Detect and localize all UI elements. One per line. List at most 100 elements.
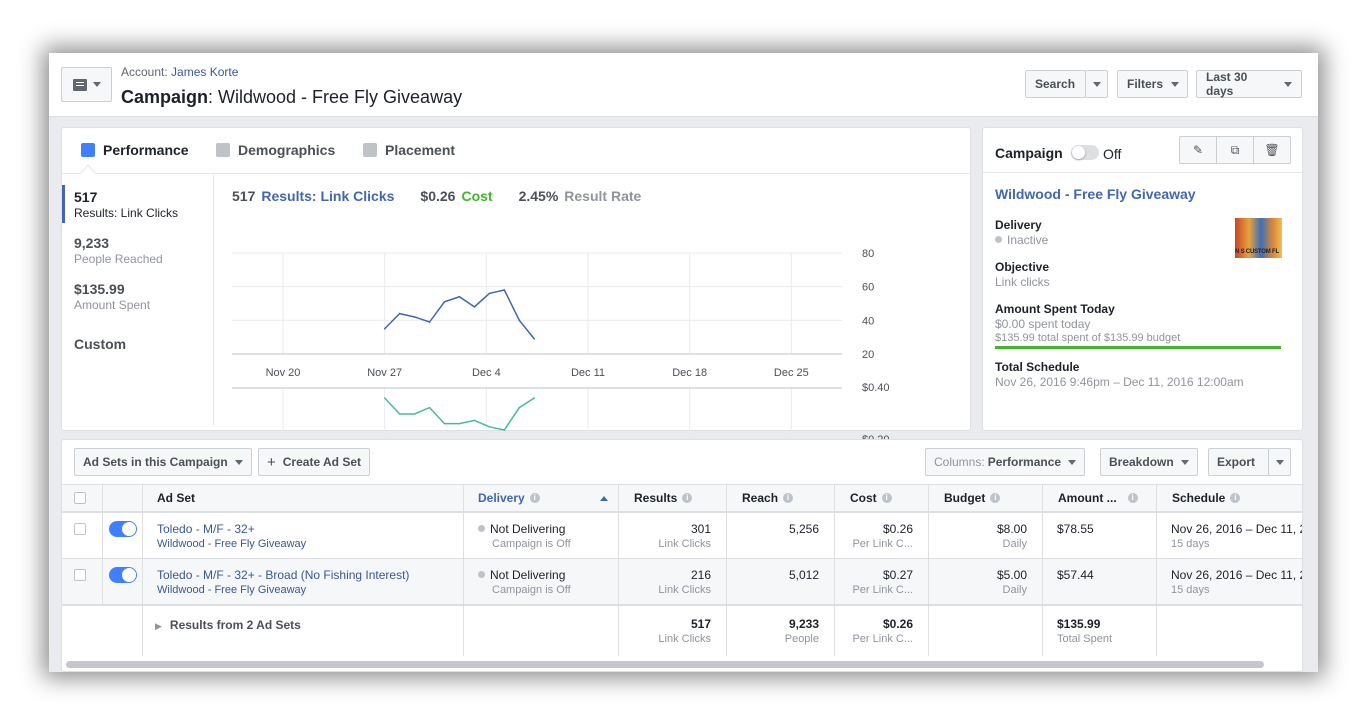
results-type: Link Clicks: [658, 584, 711, 596]
metric-reach[interactable]: 9,233 People Reached: [74, 235, 163, 266]
column-header-amount-spent[interactable]: Amount ... i: [1042, 485, 1156, 511]
row-checkbox[interactable]: [74, 523, 86, 535]
info-icon[interactable]: i: [990, 493, 1001, 503]
campaign-panel-title: Campaign: [995, 145, 1063, 161]
select-all-checkbox[interactable]: [74, 492, 86, 504]
amount-cell: $57.44: [1042, 559, 1156, 604]
ad-set-name-link[interactable]: Toledo - M/F - 32+ - Broad (No Fishing I…: [157, 568, 410, 582]
account-name-link[interactable]: James Korte: [171, 65, 239, 79]
info-icon[interactable]: i: [529, 493, 540, 503]
tab-demographics[interactable]: Demographics: [216, 142, 335, 158]
metric-results[interactable]: 517 Results: Link Clicks: [74, 189, 178, 220]
column-header-reach[interactable]: Reach i: [726, 485, 834, 511]
ad-set-status-toggle[interactable]: [109, 567, 137, 583]
column-header-delivery[interactable]: Delivery i: [463, 485, 618, 511]
cost-data-point: [383, 397, 386, 399]
table-toolbar: Ad Sets in this Campaign + Create Ad Set …: [62, 440, 1302, 484]
amount-value: $78.55: [1057, 522, 1094, 536]
summary-amount-type: Total Spent: [1057, 633, 1113, 645]
campaign-status-toggle[interactable]: [1071, 145, 1099, 160]
breakdown-dropdown[interactable]: Breakdown: [1100, 448, 1198, 476]
tab-placement[interactable]: Placement: [363, 142, 455, 158]
info-icon[interactable]: i: [1127, 493, 1138, 503]
search-dropdown-button[interactable]: [1085, 70, 1108, 98]
column-title: Ad Set: [157, 491, 196, 505]
schedule-info: Total Schedule Nov 26, 2016 9:46pm – Dec…: [995, 360, 1244, 389]
ad-sets-scope-dropdown[interactable]: Ad Sets in this Campaign: [74, 448, 252, 476]
performance-panel: Performance Demographics Placement 517 R…: [61, 127, 971, 446]
columns-value: Performance: [987, 455, 1062, 469]
column-title: Delivery: [478, 491, 525, 505]
cost-data-point: [413, 413, 416, 415]
export-label: Export: [1217, 455, 1256, 469]
y-tick-label: 40: [862, 315, 874, 327]
column-header-schedule[interactable]: Schedule i: [1156, 485, 1302, 511]
column-header-ad-set[interactable]: Ad Set: [142, 485, 463, 511]
summary-reach-value: 9,233: [788, 617, 819, 631]
campaign-panel-header: Campaign Off ✎ ⧉ 🗑: [983, 128, 1302, 173]
results-value: 216: [690, 568, 711, 582]
export-button[interactable]: Export: [1208, 448, 1269, 476]
plus-icon: +: [267, 453, 276, 471]
edit-button[interactable]: ✎: [1180, 137, 1216, 163]
expand-arrow-icon[interactable]: ▶: [155, 621, 162, 631]
budget-cell: $8.00 Daily: [928, 513, 1042, 558]
x-tick-label: Dec 25: [774, 367, 809, 379]
cost-value: $0.27: [882, 568, 913, 582]
cost-data-point: [443, 422, 446, 425]
results-data-point: [503, 289, 506, 291]
cost-data-point: [428, 406, 431, 409]
cost-data-point: [488, 426, 491, 428]
delete-button[interactable]: 🗑: [1253, 137, 1290, 163]
ad-set-name-cell: Toledo - M/F - 32+ Wildwood - Free Fly G…: [142, 513, 463, 558]
duplicate-button[interactable]: ⧉: [1216, 137, 1253, 163]
y-tick-label: 60: [862, 282, 874, 294]
sort-ascending-icon: [599, 495, 608, 501]
create-ad-set-button[interactable]: + Create Ad Set: [258, 448, 371, 476]
column-header-results[interactable]: Results i: [618, 485, 726, 511]
info-icon[interactable]: i: [1230, 493, 1241, 503]
custom-metric-button[interactable]: Custom: [74, 336, 127, 352]
filters-label: Filters: [1127, 77, 1164, 91]
results-data-point: [488, 292, 491, 295]
create-label: Create Ad Set: [282, 455, 362, 469]
column-header-cost[interactable]: Cost i: [834, 485, 928, 511]
info-icon[interactable]: i: [682, 493, 693, 503]
row-checkbox[interactable]: [74, 569, 86, 581]
account-menu-button[interactable]: [61, 67, 112, 102]
tab-performance[interactable]: Performance: [81, 142, 189, 158]
cost-series-line: [384, 397, 535, 431]
schedule-cell: Nov 26, 2016 – Dec 11, 2 15 days: [1156, 513, 1302, 558]
delivery-value: Inactive: [1007, 233, 1049, 247]
delivery-info: Delivery Inactive: [995, 218, 1048, 247]
columns-label: Columns:: [934, 455, 985, 469]
ad-set-status-toggle[interactable]: [109, 521, 137, 537]
filters-button[interactable]: Filters: [1117, 70, 1188, 98]
column-title: Reach: [742, 491, 779, 505]
table-row[interactable]: Toledo - M/F - 32+ - Broad (No Fishing I…: [62, 558, 1302, 604]
metric-amount-spent[interactable]: $135.99 Amount Spent: [74, 281, 150, 312]
chevron-down-icon: [1275, 459, 1284, 465]
cost-cell: $0.26 Per Link C...: [834, 513, 928, 558]
campaign-actions: ✎ ⧉ 🗑: [1179, 136, 1291, 164]
row-toggle-cell: [102, 513, 142, 558]
info-icon[interactable]: i: [881, 493, 892, 503]
ad-set-name-link[interactable]: Toledo - M/F - 32+: [157, 522, 255, 536]
campaign-name-link[interactable]: Wildwood - Free Fly Giveaway: [995, 186, 1196, 202]
info-icon[interactable]: i: [783, 493, 794, 503]
columns-dropdown[interactable]: Columns: Performance: [925, 448, 1086, 476]
search-label: Search: [1035, 77, 1076, 91]
objective-value: Link clicks: [995, 275, 1050, 289]
campaign-link[interactable]: Wildwood - Free Fly Giveaway: [157, 584, 307, 596]
column-header-budget[interactable]: Budget i: [928, 485, 1042, 511]
horizontal-scrollbar[interactable]: [66, 661, 1264, 668]
search-button[interactable]: Search: [1025, 70, 1086, 98]
results-data-point: [458, 295, 461, 298]
table-row[interactable]: Toledo - M/F - 32+ Wildwood - Free Fly G…: [62, 512, 1302, 558]
campaign-link[interactable]: Wildwood - Free Fly Giveaway: [157, 538, 307, 550]
results-label: Results: Link Clicks: [261, 188, 395, 204]
date-range-button[interactable]: Last 30 days: [1196, 70, 1302, 98]
cost-value: $0.26: [420, 188, 456, 204]
export-dropdown-button[interactable]: [1268, 448, 1291, 476]
chevron-down-icon: [1171, 81, 1180, 87]
